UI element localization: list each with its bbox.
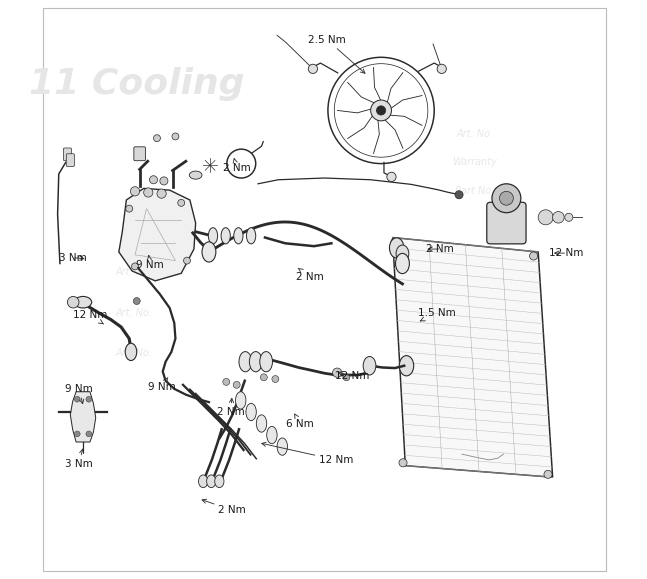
Circle shape [565, 213, 573, 221]
Circle shape [260, 374, 267, 381]
Ellipse shape [202, 242, 216, 262]
Circle shape [233, 382, 240, 389]
Ellipse shape [260, 351, 272, 372]
Text: 12 Nm: 12 Nm [73, 310, 107, 324]
Text: 12 Nm: 12 Nm [549, 248, 583, 258]
Circle shape [391, 238, 399, 246]
Circle shape [544, 470, 552, 478]
Circle shape [74, 431, 80, 437]
Circle shape [178, 199, 184, 206]
Circle shape [184, 257, 190, 264]
Circle shape [157, 189, 166, 198]
Circle shape [86, 397, 92, 402]
Ellipse shape [74, 296, 92, 308]
Circle shape [272, 376, 279, 383]
Circle shape [553, 211, 564, 223]
Circle shape [343, 374, 350, 381]
Polygon shape [393, 237, 553, 477]
Circle shape [333, 368, 342, 378]
Text: Art. No.: Art. No. [456, 129, 493, 138]
FancyBboxPatch shape [134, 147, 146, 161]
Ellipse shape [199, 475, 208, 488]
Text: 9 Nm: 9 Nm [136, 255, 164, 270]
Circle shape [437, 64, 446, 74]
Text: 2 Nm: 2 Nm [202, 499, 246, 515]
Text: Art. No.: Art. No. [115, 348, 153, 358]
Text: Art. No.: Art. No. [115, 267, 153, 277]
FancyBboxPatch shape [63, 148, 71, 161]
Circle shape [131, 263, 138, 270]
Circle shape [371, 100, 391, 121]
Circle shape [131, 186, 140, 196]
Circle shape [399, 459, 407, 467]
FancyBboxPatch shape [487, 202, 526, 244]
Circle shape [144, 188, 153, 197]
Text: 2 Nm: 2 Nm [296, 268, 324, 282]
Ellipse shape [249, 351, 262, 372]
Text: 12 Nm: 12 Nm [335, 371, 369, 381]
Text: 2.5 Nm: 2.5 Nm [309, 35, 365, 74]
Ellipse shape [125, 343, 137, 361]
Circle shape [223, 379, 230, 386]
Circle shape [538, 210, 553, 225]
Ellipse shape [208, 228, 217, 244]
Circle shape [387, 172, 396, 181]
Ellipse shape [206, 475, 216, 488]
Text: Art. No.: Art. No. [456, 342, 493, 352]
Text: 9 Nm: 9 Nm [148, 378, 175, 391]
FancyBboxPatch shape [66, 154, 74, 167]
Ellipse shape [267, 426, 277, 444]
Ellipse shape [399, 356, 413, 376]
Ellipse shape [256, 415, 267, 432]
Text: Warranty: Warranty [452, 313, 497, 324]
Ellipse shape [363, 357, 376, 375]
Circle shape [160, 177, 168, 185]
Ellipse shape [396, 245, 409, 262]
Text: 11 Cooling: 11 Cooling [29, 67, 245, 101]
Polygon shape [119, 188, 195, 281]
Text: Art. No.: Art. No. [115, 307, 153, 318]
Ellipse shape [234, 228, 243, 244]
Text: 2 Nm: 2 Nm [426, 244, 454, 254]
Text: 2 Nm: 2 Nm [217, 398, 245, 417]
Circle shape [377, 106, 386, 115]
Circle shape [126, 205, 133, 212]
Circle shape [308, 64, 318, 74]
Circle shape [74, 397, 80, 402]
Ellipse shape [246, 404, 256, 420]
Text: Part No.: Part No. [455, 186, 494, 196]
Text: 3 Nm: 3 Nm [60, 252, 87, 263]
Circle shape [455, 190, 463, 199]
Text: Art. No.: Art. No. [456, 284, 493, 295]
Text: 2 Nm: 2 Nm [223, 159, 250, 173]
Circle shape [529, 252, 538, 260]
Ellipse shape [221, 228, 230, 244]
Ellipse shape [239, 351, 252, 372]
Circle shape [172, 133, 179, 140]
Text: 3 Nm: 3 Nm [65, 449, 93, 469]
Text: 1.5 Nm: 1.5 Nm [418, 307, 456, 321]
Circle shape [86, 431, 92, 437]
Text: 6 Nm: 6 Nm [287, 414, 314, 428]
Circle shape [499, 191, 513, 205]
Ellipse shape [277, 438, 287, 455]
Text: Warranty: Warranty [452, 157, 497, 167]
Ellipse shape [247, 228, 256, 244]
Ellipse shape [190, 171, 202, 179]
Circle shape [153, 135, 160, 142]
Circle shape [67, 296, 79, 308]
Circle shape [133, 298, 140, 305]
Ellipse shape [395, 254, 410, 274]
Text: 9 Nm: 9 Nm [65, 384, 93, 404]
Ellipse shape [236, 392, 246, 409]
Ellipse shape [389, 238, 404, 258]
Circle shape [149, 175, 157, 184]
Text: 12 Nm: 12 Nm [262, 442, 353, 465]
Polygon shape [71, 392, 96, 442]
Ellipse shape [215, 475, 224, 488]
Circle shape [492, 184, 521, 212]
